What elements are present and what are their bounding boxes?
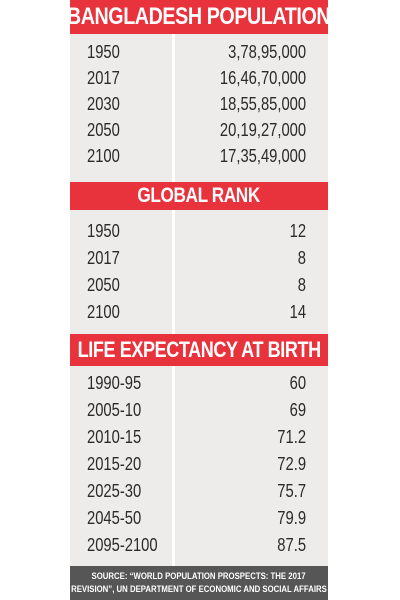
table-row: 2025-30 75.7 xyxy=(70,478,328,504)
row-value: 8 xyxy=(297,248,306,268)
column-divider xyxy=(172,366,175,566)
table-row: 1990-95 60 xyxy=(70,370,328,396)
row-value: 72.9 xyxy=(277,454,306,474)
row-label: 2045-50 xyxy=(87,508,142,528)
row-label: 1950 xyxy=(87,221,120,241)
source-line-1: SOURCE: “WORLD POPULATION PROSPECTS: THE… xyxy=(91,571,307,582)
section-header-population: BANGLADESH POPULATION xyxy=(67,0,331,34)
table-row: 2100 14 xyxy=(70,299,328,325)
column-divider xyxy=(172,34,175,182)
table-row: 2030 18,55,85,000 xyxy=(70,91,328,117)
row-label: 2030 xyxy=(87,94,120,114)
column-divider xyxy=(172,210,175,334)
table-row: 2015-20 72.9 xyxy=(70,451,328,477)
row-value: 71.2 xyxy=(277,427,306,447)
table-row: 2045-50 79.9 xyxy=(70,505,328,531)
row-value: 12 xyxy=(289,221,306,241)
row-value: 18,55,85,000 xyxy=(219,94,306,114)
row-label: 2095-2100 xyxy=(87,535,158,555)
row-value: 87.5 xyxy=(277,535,306,555)
row-value: 16,46,70,000 xyxy=(219,68,306,88)
table-row: 2017 8 xyxy=(70,245,328,271)
row-value: 20,19,27,000 xyxy=(219,120,306,140)
table-global-rank: 1950 12 2017 8 2050 8 2100 14 xyxy=(70,210,328,334)
row-label: 2025-30 xyxy=(87,481,142,501)
table-row: 1950 3,78,95,000 xyxy=(70,39,328,65)
section-title-life-expectancy: LIFE EXPECTANCY AT BIRTH xyxy=(77,337,321,362)
table-row: 2100 17,35,49,000 xyxy=(70,143,328,169)
row-value: 60 xyxy=(289,373,306,393)
row-label: 1990-95 xyxy=(87,373,142,393)
row-label: 2050 xyxy=(87,275,120,295)
row-value: 17,35,49,000 xyxy=(219,146,306,166)
population-infographic: BANGLADESH POPULATION 1950 3,78,95,000 2… xyxy=(67,0,331,600)
row-label: 2100 xyxy=(87,146,120,166)
section-header-life-expectancy: LIFE EXPECTANCY AT BIRTH xyxy=(70,334,328,366)
row-value: 8 xyxy=(297,275,306,295)
table-row: 1950 12 xyxy=(70,218,328,244)
row-value: 75.7 xyxy=(277,481,306,501)
section-header-global-rank: GLOBAL RANK xyxy=(70,182,328,210)
table-life-expectancy: 1990-95 60 2005-10 69 2010-15 71.2 2015-… xyxy=(70,366,328,566)
section-title-population: BANGLADESH POPULATION xyxy=(67,3,331,30)
table-row: 2050 20,19,27,000 xyxy=(70,117,328,143)
row-label: 2015-20 xyxy=(87,454,142,474)
source-line-2: REVISION”, UN DEPARTMENT OF ECONOMIC AND… xyxy=(71,584,327,595)
row-value: 79.9 xyxy=(277,508,306,528)
row-label: 2017 xyxy=(87,68,120,88)
row-label: 2050 xyxy=(87,120,120,140)
row-label: 2017 xyxy=(87,248,120,268)
row-value: 14 xyxy=(289,302,306,322)
table-population: 1950 3,78,95,000 2017 16,46,70,000 2030 … xyxy=(70,34,328,182)
table-row: 2005-10 69 xyxy=(70,397,328,423)
source-footer: SOURCE: “WORLD POPULATION PROSPECTS: THE… xyxy=(70,566,328,600)
row-label: 2010-15 xyxy=(87,427,142,447)
table-row: 2010-15 71.2 xyxy=(70,424,328,450)
table-row: 2095-2100 87.5 xyxy=(70,532,328,558)
row-label: 1950 xyxy=(87,42,120,62)
section-title-global-rank: GLOBAL RANK xyxy=(137,184,261,207)
row-label: 2100 xyxy=(87,302,120,322)
row-value: 69 xyxy=(289,400,306,420)
table-row: 2017 16,46,70,000 xyxy=(70,65,328,91)
row-value: 3,78,95,000 xyxy=(228,42,306,62)
table-row: 2050 8 xyxy=(70,272,328,298)
row-label: 2005-10 xyxy=(87,400,142,420)
